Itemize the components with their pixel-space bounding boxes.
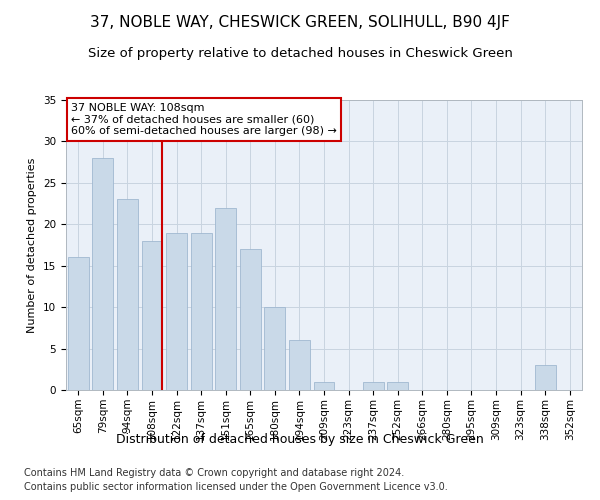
Text: Contains HM Land Registry data © Crown copyright and database right 2024.: Contains HM Land Registry data © Crown c…	[24, 468, 404, 477]
Bar	[289, 340, 310, 390]
Bar	[68, 258, 89, 390]
Text: Contains public sector information licensed under the Open Government Licence v3: Contains public sector information licen…	[24, 482, 448, 492]
Bar	[142, 241, 163, 390]
Bar	[265, 307, 286, 390]
Bar	[387, 382, 408, 390]
Y-axis label: Number of detached properties: Number of detached properties	[28, 158, 37, 332]
Bar	[535, 365, 556, 390]
Text: Size of property relative to detached houses in Cheswick Green: Size of property relative to detached ho…	[88, 48, 512, 60]
Bar	[92, 158, 113, 390]
Text: 37 NOBLE WAY: 108sqm
← 37% of detached houses are smaller (60)
60% of semi-detac: 37 NOBLE WAY: 108sqm ← 37% of detached h…	[71, 103, 337, 136]
Text: Distribution of detached houses by size in Cheswick Green: Distribution of detached houses by size …	[116, 432, 484, 446]
Text: 37, NOBLE WAY, CHESWICK GREEN, SOLIHULL, B90 4JF: 37, NOBLE WAY, CHESWICK GREEN, SOLIHULL,…	[90, 15, 510, 30]
Bar	[166, 232, 187, 390]
Bar	[240, 249, 261, 390]
Bar	[191, 232, 212, 390]
Bar	[215, 208, 236, 390]
Bar	[314, 382, 334, 390]
Bar	[117, 200, 138, 390]
Bar	[362, 382, 383, 390]
